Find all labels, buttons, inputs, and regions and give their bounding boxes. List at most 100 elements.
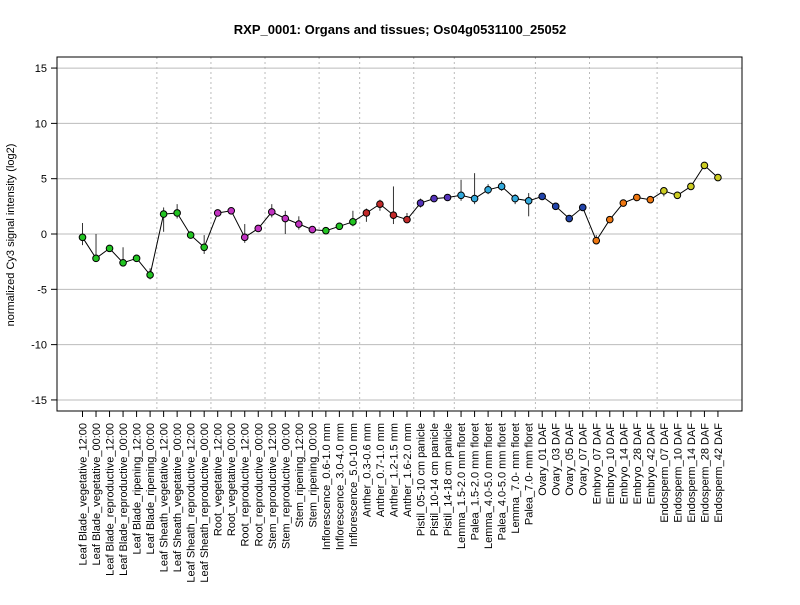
- x-tick-label: Endosperm_14 DAF: [686, 423, 698, 523]
- group-separators: [156, 57, 658, 411]
- data-point: [281, 214, 290, 223]
- x-tick-label: Lemma_7.0- mm floret: [510, 423, 522, 534]
- series-line-layer: [82, 164, 719, 277]
- data-point: [362, 209, 371, 217]
- data-point: [484, 185, 492, 194]
- data-point: [78, 233, 87, 242]
- data-point: [551, 202, 560, 211]
- data-point: [105, 244, 114, 253]
- data-point: [673, 191, 682, 200]
- data-point: [619, 199, 628, 207]
- series-line: [82, 164, 719, 277]
- x-tick-label: Root_reproductive_12:00: [240, 423, 252, 547]
- y-tick-label: 10: [35, 118, 47, 130]
- data-point: [240, 233, 249, 242]
- x-tick-label: Leaf Blade_vegetative_00:00: [91, 423, 103, 566]
- x-tick-label: Palea_1.5-2.0 mm floret: [470, 423, 482, 540]
- data-point: [605, 215, 614, 224]
- data-point: [254, 224, 263, 233]
- data-point: [470, 194, 479, 203]
- x-tick-label: Embryo_42 DAF: [645, 423, 657, 505]
- x-tick-label: Anther_1.2-1.5 mm: [388, 423, 400, 517]
- x-tick-label: Ovary_01 DAF: [537, 423, 549, 496]
- x-tick-label: Palea_7.0- mm floret: [524, 423, 536, 525]
- x-tick-label: Endosperm_10 DAF: [672, 423, 684, 523]
- data-point: [416, 199, 425, 207]
- x-tick-label: Pistil_10-14 cm panicle: [429, 423, 441, 536]
- x-tick-label: Anther_0.7-1.0 mm: [375, 423, 387, 517]
- x-tick-label: Leaf Blade_ripening_00:00: [145, 423, 157, 555]
- x-tick-label: Stem_ripening_00:00: [307, 423, 319, 528]
- data-point: [538, 192, 546, 201]
- x-tick-label: Endosperm_42 DAF: [713, 423, 725, 523]
- x-tick-label: Embryo_14 DAF: [618, 423, 630, 505]
- x-tick-label: Leaf Blade_reproductive_12:00: [105, 423, 117, 576]
- x-tick-label: Inflorescence_3.0-4.0 mm: [334, 423, 346, 550]
- data-point: [633, 193, 641, 202]
- x-tick-label: Anther_0.3-0.6 mm: [361, 423, 373, 517]
- data-point: [389, 211, 398, 219]
- y-tick-label: -15: [31, 395, 47, 407]
- x-tick-label: Embryo_28 DAF: [632, 423, 644, 505]
- x-tick-label: Embryo_07 DAF: [591, 423, 603, 505]
- x-tick-label: Lemma_1.5-2.0 mm floret: [456, 423, 468, 549]
- data-point: [497, 182, 506, 191]
- data-point: [565, 214, 574, 223]
- x-tick-label: Ovary_05 DAF: [564, 423, 576, 496]
- x-tick-label: Ovary_03 DAF: [551, 423, 563, 496]
- data-point: [322, 226, 330, 235]
- data-point: [457, 191, 465, 200]
- data-point: [376, 200, 384, 208]
- data-point: [132, 254, 141, 263]
- x-tick-label: Leaf Sheath_vegetative_12:00: [159, 423, 171, 572]
- x-tick-label: Pistil_05-10 cm panicle: [416, 423, 428, 536]
- y-tick-label: -5: [37, 284, 47, 296]
- data-point: [700, 161, 709, 170]
- x-tick-label: Endosperm_07 DAF: [659, 423, 671, 523]
- data-point: [430, 194, 438, 203]
- x-tick-label: Ovary_07 DAF: [578, 423, 590, 496]
- x-tick-label: Lemma_4.0-5.0 mm floret: [483, 423, 495, 549]
- data-point: [200, 243, 208, 252]
- y-axis-label: normalized Cy3 signal intensity (log2): [5, 144, 17, 327]
- data-point: [349, 218, 357, 226]
- chart-title: RXP_0001: Organs and tissues; Os04g05311…: [234, 22, 566, 37]
- data-point: [173, 209, 181, 217]
- x-tick-label: Palea_4.0-5.0 mm floret: [497, 423, 509, 540]
- x-axis: Leaf Blade_vegetative_12:00 Leaf Blade_ve…: [78, 411, 725, 583]
- x-tick-label: Leaf Blade_ripening_12:00: [132, 423, 144, 555]
- x-tick-label: Stem_reproductive_12:00: [267, 423, 279, 549]
- data-point: [267, 208, 276, 216]
- x-tick-label: Anther_1.6-2.0 mm: [402, 423, 414, 517]
- x-tick-label: Root_vegetative_12:00: [213, 423, 225, 536]
- x-tick-label: Embryo_10 DAF: [605, 423, 617, 505]
- data-point: [159, 210, 168, 218]
- x-tick-label: Pistil_14-18 cm panicle: [443, 423, 455, 536]
- grid-layer: [57, 67, 742, 401]
- x-tick-label: Leaf Blade_vegetative_12:00: [78, 423, 90, 566]
- data-point: [592, 236, 601, 245]
- data-point: [227, 206, 236, 215]
- data-point: [687, 182, 695, 191]
- data-point: [186, 231, 195, 239]
- y-tick-label: 0: [41, 229, 47, 241]
- data-point: [646, 195, 655, 204]
- x-tick-label: Leaf Blade_reproductive_00:00: [118, 423, 130, 576]
- error-bars: [82, 162, 719, 280]
- data-point: [119, 258, 127, 267]
- x-tick-label: Root_reproductive_00:00: [253, 423, 265, 547]
- data-point: [660, 187, 668, 195]
- data-point: [295, 220, 303, 228]
- x-tick-label: Endosperm_28 DAF: [699, 423, 711, 523]
- x-tick-label: Leaf Sheath_vegetative_00:00: [172, 423, 184, 572]
- data-point: [308, 225, 317, 234]
- x-tick-label: Inflorescence_5.0-10 mm: [348, 423, 360, 547]
- data-point: [578, 203, 587, 212]
- x-tick-label: Leaf Sheath_reproductive_00:00: [199, 423, 211, 583]
- plot-frame: [56, 56, 743, 412]
- y-tick-label: 5: [41, 174, 47, 186]
- y-tick-label: -10: [31, 340, 47, 352]
- x-tick-label: Stem_ripening_12:00: [294, 423, 306, 528]
